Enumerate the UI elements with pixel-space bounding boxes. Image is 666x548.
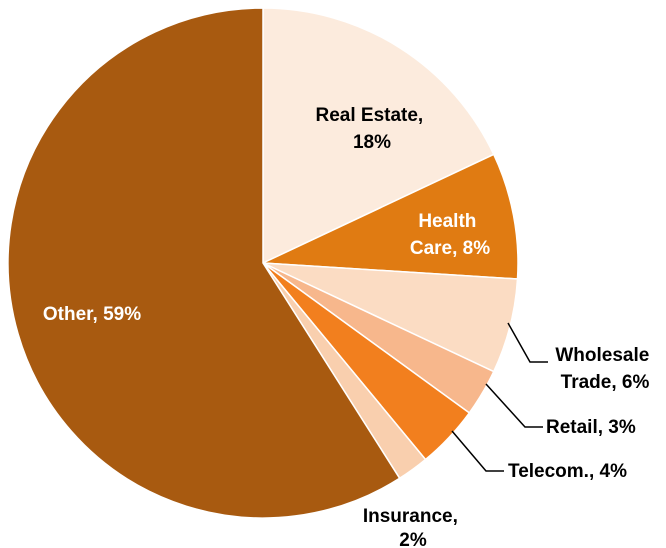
wholesale-leader-line [507, 322, 548, 363]
label-telecom: Telecom., 4% [508, 461, 627, 482]
label-wholesale-trade: Wholesale Trade, 6% [555, 345, 654, 393]
label-insurance: Insurance, 2% [363, 506, 463, 548]
retail-leader-line [485, 383, 543, 428]
label-other: Other, 59% [43, 304, 141, 325]
pie-slice-health-care [262, 153, 519, 280]
pie-slices [7, 7, 519, 519]
label-health-care: Health Care, 8% [410, 211, 490, 259]
label-real-estate: Real Estate, 18% [315, 105, 428, 153]
label-retail: Retail, 3% [546, 417, 636, 438]
pie-slice-other [7, 7, 401, 519]
pie-slice-real-estate [262, 7, 495, 265]
telecom-leader-line [451, 430, 504, 472]
